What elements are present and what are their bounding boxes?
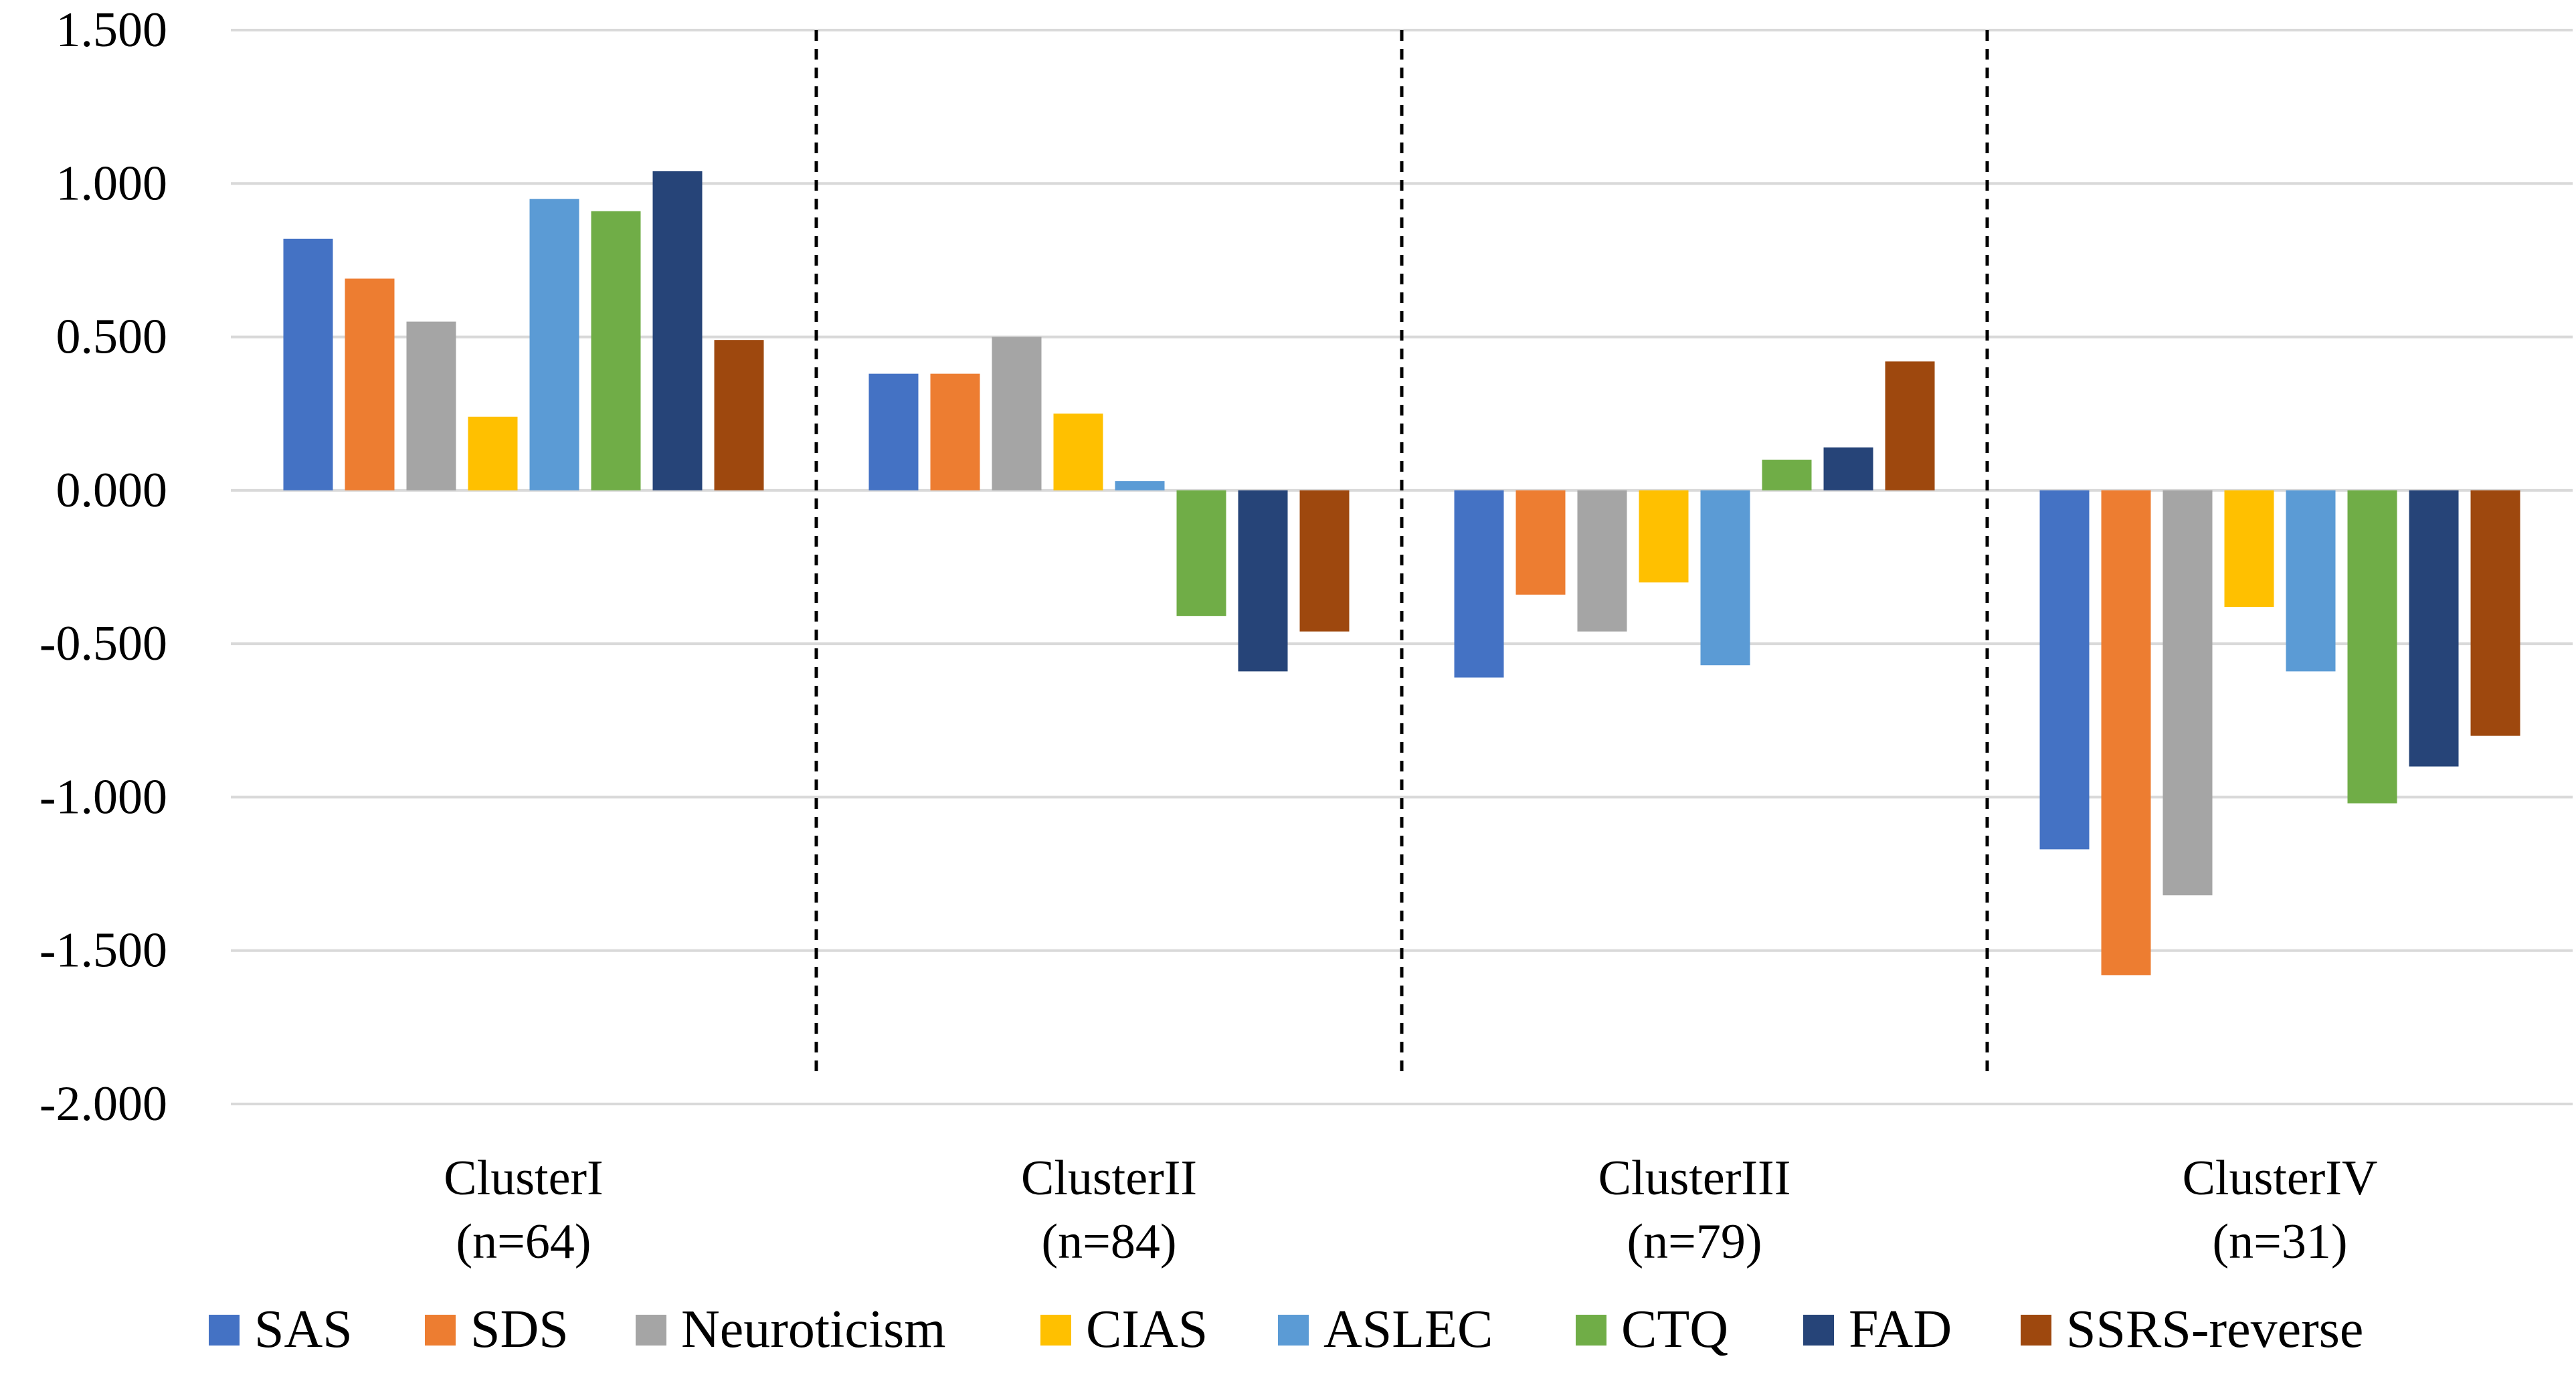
bar-cias-clusteriv: [2224, 490, 2274, 608]
legend: SAS SDS Neuroticism CIAS ASLEC CTQ FAD SSRS-rev…: [209, 1300, 2363, 1359]
bar-ctq-clusteriii: [1762, 460, 1812, 490]
y-tick-label: 1.500: [56, 3, 168, 58]
y-tick-label: -0.500: [39, 616, 167, 671]
bar-fad-clusterii: [1238, 490, 1288, 672]
bar-ssrs-reverse-clusterii: [1299, 490, 1350, 632]
y-tick-label: 0.000: [56, 463, 168, 518]
bar-aslec-clusteriv: [2286, 490, 2336, 672]
bar-aslec-clusterii: [1115, 481, 1165, 490]
bar-aslec-clusteri: [529, 199, 579, 490]
gridlines: [231, 29, 2573, 1105]
bar-sds-clusteriv: [2101, 490, 2151, 976]
bar-neuroticism-clusteriii: [1577, 490, 1627, 632]
bar-sds-clusteriii: [1515, 490, 1566, 595]
y-tick-label: -1.500: [39, 923, 167, 978]
legend-label-sds: SDS: [470, 1300, 569, 1359]
legend-swatch-ctq: [1576, 1315, 1606, 1346]
category-label: ClusterIII: [1598, 1151, 1791, 1206]
bar-cias-clusteri: [468, 416, 518, 490]
legend-label-neuroticism: Neuroticism: [681, 1300, 945, 1359]
bar-fad-clusteri: [652, 171, 703, 490]
bar-neuroticism-clusterii: [992, 337, 1042, 490]
bar-ssrs-reverse-clusteri: [714, 340, 764, 490]
bar-ctq-clusterii: [1176, 490, 1226, 616]
bar-fad-clusteriii: [1823, 447, 1873, 490]
category-n-label: (n=79): [1627, 1214, 1762, 1269]
legend-swatch-ssrs-reverse: [2021, 1315, 2051, 1346]
category-label: ClusterII: [1021, 1151, 1197, 1206]
bar-sas-clusteriii: [1454, 490, 1504, 678]
bar-sas-clusteriv: [2039, 490, 2090, 850]
legend-swatch-fad: [1803, 1315, 1834, 1346]
category-n-label: (n=64): [456, 1214, 591, 1269]
y-axis-ticks: 1.500 1.000 0.500 0.000 -0.500 -1.000 -1.500 -2…: [39, 3, 167, 1131]
category-n-label: (n=84): [1041, 1214, 1176, 1269]
bar-sas-clusteri: [283, 238, 333, 490]
legend-label-aslec: ASLEC: [1323, 1300, 1493, 1359]
legend-swatch-cias: [1040, 1315, 1071, 1346]
category-n-label: (n=31): [2212, 1214, 2347, 1269]
bar-cias-clusteriii: [1639, 490, 1689, 583]
legend-label-sas: SAS: [254, 1300, 353, 1359]
legend-label-ssrs-reverse: SSRS-reverse: [2066, 1300, 2363, 1359]
bar-cias-clusterii: [1053, 413, 1103, 490]
bar-sas-clusterii: [868, 373, 919, 490]
category-label: ClusterIV: [2183, 1151, 2378, 1206]
category-label: ClusterI: [444, 1151, 603, 1206]
bar-ctq-clusteriv: [2347, 490, 2397, 804]
legend-swatch-sds: [425, 1315, 456, 1346]
legend-label-fad: FAD: [1849, 1300, 1952, 1359]
bar-ssrs-reverse-clusteriv: [2470, 490, 2520, 736]
legend-swatch-neuroticism: [636, 1315, 666, 1346]
legend-label-cias: CIAS: [1086, 1300, 1208, 1359]
legend-swatch-aslec: [1278, 1315, 1309, 1346]
y-tick-label: 1.000: [56, 156, 168, 211]
bar-aslec-clusteriii: [1700, 490, 1750, 666]
cluster-separators: [814, 30, 1989, 1074]
category-labels: ClusterI (n=64) ClusterII (n=84) ClusterIII (…: [444, 1151, 2377, 1269]
bar-neuroticism-clusteri: [406, 321, 456, 490]
bar-ssrs-reverse-clusteriii: [1885, 361, 1935, 490]
legend-swatch-sas: [209, 1315, 240, 1346]
bar-neuroticism-clusteriv: [2163, 490, 2213, 896]
bar-fad-clusteriv: [2409, 490, 2459, 767]
bars: [283, 171, 2520, 976]
y-tick-label: 0.500: [56, 310, 168, 365]
y-tick-label: -1.000: [39, 769, 167, 824]
legend-label-ctq: CTQ: [1621, 1300, 1728, 1359]
bar-sds-clusterii: [930, 373, 980, 490]
y-tick-label: -2.000: [39, 1077, 167, 1131]
bar-sds-clusteri: [345, 278, 395, 490]
bar-ctq-clusteri: [591, 211, 641, 490]
